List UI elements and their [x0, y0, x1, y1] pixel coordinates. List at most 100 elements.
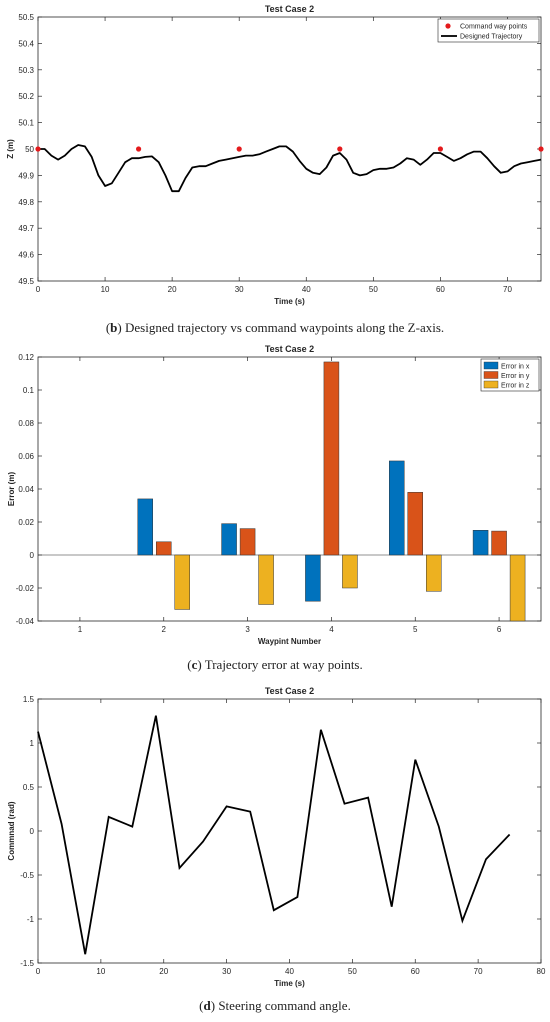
y-tick-label: 50.1	[18, 119, 34, 128]
chart-title: Test Case 2	[265, 344, 314, 354]
chart-waypoint-error: Test Case 2 -0.04 -0.02 0 0.02 0.04 0.06 0.08 0.…	[0, 342, 550, 652]
caption-d-label: d	[203, 998, 211, 1013]
y-tick-label: 50.5	[18, 13, 34, 22]
bar-error-in-x	[137, 498, 153, 556]
bar-error-in-x	[472, 530, 489, 556]
legend-waypoint-label: Command way points	[460, 24, 528, 31]
y-tick-label: 0.5	[23, 783, 35, 792]
y-tick-label: -1.5	[20, 959, 34, 968]
caption-c-label: c	[191, 657, 198, 672]
z-trajectory-svg: Test Case 2 49.5 49.6 49.7 49.8 49.9 50 50.1 50.…	[6, 4, 544, 306]
x-tick-label: 40	[302, 285, 311, 294]
x-tick-label: 1	[78, 625, 83, 634]
caption-c-text: Trajectory error at way points.	[201, 657, 363, 672]
bar-error-in-z	[174, 554, 190, 610]
x-tick-label: 5	[413, 625, 418, 634]
y-tick-label: -0.5	[20, 871, 34, 880]
legend-waypoint-swatch	[445, 23, 451, 29]
caption-b-text: Designed trajectory vs command waypoints…	[121, 320, 445, 335]
y-tick-label: 50.4	[18, 39, 34, 48]
x-tick-label: 60	[436, 285, 445, 294]
legend-swatch	[483, 371, 499, 379]
y-axis-label: Z (m)	[6, 139, 15, 159]
y-tick-label: 49.6	[18, 251, 34, 260]
y-tick-label: 1	[30, 739, 35, 748]
x-tick-label: 50	[369, 285, 378, 294]
caption-c: (c) Trajectory error at way points.	[187, 657, 363, 672]
bar-error-in-z	[342, 554, 358, 589]
y-tick-label: -1	[27, 915, 35, 924]
command-waypoint-marker	[437, 146, 443, 152]
x-tick-label: 0	[36, 285, 41, 294]
bar-error-in-y	[491, 530, 507, 556]
legend-label: Error in x	[501, 364, 530, 371]
legend-label: Error in y	[501, 373, 530, 380]
chart-title: Test Case 2	[265, 4, 314, 14]
steering-command-svg: Test Case 2 -1.5 -1 -0.5 0 0.5 1 1.5 0 10 20 30 40 50…	[7, 686, 546, 988]
bar-error-in-z	[509, 554, 526, 622]
chart-title: Test Case 2	[265, 686, 314, 696]
y-tick-label: 0	[30, 551, 35, 560]
y-tick-label: 49.8	[18, 198, 34, 207]
x-tick-label: 70	[503, 285, 512, 294]
x-tick-label: 0	[36, 967, 41, 976]
legend-swatch	[483, 361, 499, 370]
caption-b: (b) Designed trajectory vs command waypo…	[105, 320, 445, 335]
bar-error-in-y	[323, 361, 340, 556]
y-tick-label: 0.12	[18, 353, 34, 362]
y-axis-label: Commnad (rad)	[7, 801, 16, 860]
bar-error-in-y	[407, 492, 423, 556]
y-tick-label: 50.3	[18, 66, 34, 75]
y-tick-label: 49.9	[18, 171, 34, 180]
chart-steering-command: Test Case 2 -1.5 -1 -0.5 0 0.5 1 1.5 0 10 20 30 40 50…	[0, 682, 550, 994]
legend-trajectory-label: Designed Trajectory	[460, 34, 523, 41]
y-tick-label: 49.5	[18, 277, 34, 286]
plot-area	[37, 356, 542, 622]
legend-box	[437, 18, 540, 43]
x-tick-label: 6	[497, 625, 502, 634]
y-tick-label: 1.5	[23, 695, 35, 704]
y-tick-label: 0.04	[18, 485, 34, 494]
x-tick-label: 40	[285, 967, 294, 976]
y-tick-label: -0.04	[16, 617, 35, 626]
y-tick-label: 50	[25, 145, 34, 154]
designed-trajectory-line	[38, 144, 542, 193]
caption-d-text: Steering command angle.	[215, 998, 351, 1013]
x-tick-label: 10	[101, 285, 110, 294]
x-tick-label: 20	[168, 285, 177, 294]
x-tick-label: 4	[329, 625, 334, 634]
x-tick-label: 3	[245, 625, 250, 634]
command-waypoint-marker	[337, 146, 343, 152]
x-tick-label: 2	[162, 625, 167, 634]
x-tick-label: 30	[222, 967, 231, 976]
x-axis-label: Time (s)	[274, 979, 305, 988]
bar-error-in-y	[239, 528, 256, 556]
command-waypoint-marker	[35, 146, 41, 152]
command-waypoint-marker	[538, 146, 544, 152]
chart-z-trajectory: Test Case 2 49.5 49.6 49.7 49.8 49.9 50 50.1 50.…	[0, 0, 550, 310]
y-tick-label: 49.7	[18, 224, 34, 233]
x-tick-label: 10	[96, 967, 105, 976]
x-tick-label: 50	[348, 967, 357, 976]
waypoint-error-svg: Test Case 2 -0.04 -0.02 0 0.02 0.04 0.06 0.08 0.…	[7, 344, 542, 646]
y-tick-label: 0.06	[18, 452, 34, 461]
legend-label: Error in z	[501, 383, 530, 390]
bar-error-in-x	[221, 523, 237, 556]
plot-area	[37, 698, 542, 964]
x-tick-label: 20	[159, 967, 168, 976]
bar-error-in-x	[305, 554, 321, 602]
y-tick-label: 50.2	[18, 92, 34, 101]
x-axis-label: Waypint Number	[258, 637, 321, 646]
y-tick-label: 0.02	[18, 518, 34, 527]
bar-error-in-x	[389, 460, 405, 556]
command-waypoint-marker	[136, 146, 142, 152]
y-tick-label: 0.1	[23, 386, 35, 395]
x-axis-label: Time (s)	[274, 297, 305, 306]
y-tick-label: 0	[30, 827, 35, 836]
x-tick-label: 60	[411, 967, 420, 976]
y-tick-label: 0.08	[18, 419, 34, 428]
caption-d: (d) Steering command angle.	[199, 998, 351, 1013]
y-tick-label: -0.02	[16, 584, 35, 593]
steering-command-line	[37, 715, 511, 955]
y-axis-label: Error (m)	[7, 472, 16, 507]
